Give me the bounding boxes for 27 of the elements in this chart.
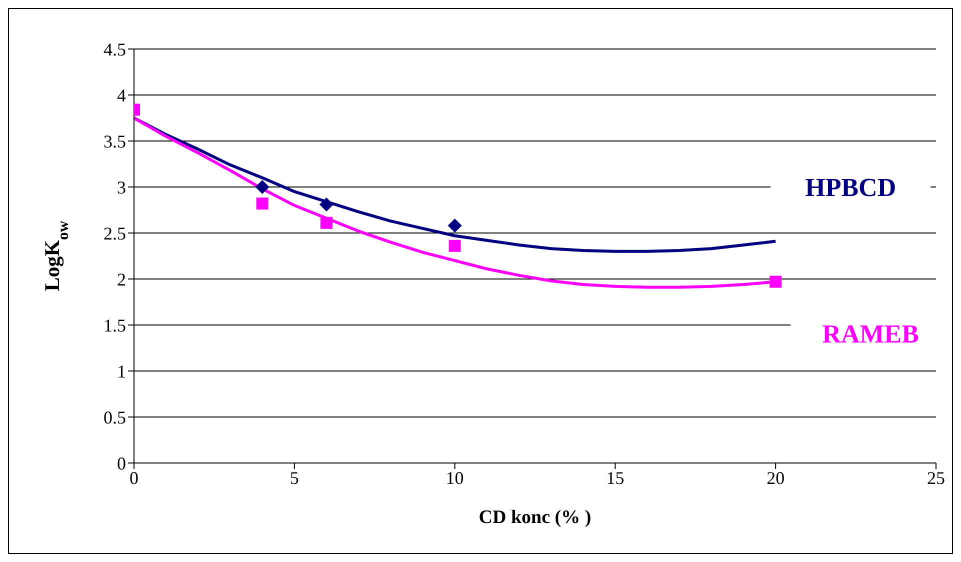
point — [448, 218, 462, 233]
y-tick-label: 4.5 — [104, 39, 126, 60]
y-tick-label: 1 — [117, 361, 126, 382]
point — [770, 276, 782, 288]
point — [320, 216, 332, 229]
y-tick-label: 2.5 — [104, 223, 126, 244]
y-tick-label: 3 — [117, 177, 126, 198]
y-tick-label: 0 — [117, 453, 126, 474]
series-label: HPBCD — [805, 173, 896, 202]
y-tick-label: 4 — [117, 85, 126, 106]
x-tick-label: 5 — [290, 468, 299, 488]
x-tick-label: 10 — [446, 468, 464, 488]
x-tick-label: 15 — [606, 468, 624, 488]
y-tick-label: 2 — [117, 269, 126, 290]
x-tick-label: 25 — [927, 468, 945, 488]
point — [255, 180, 270, 194]
line-series — [134, 116, 778, 253]
point — [319, 197, 334, 212]
x-tick-label: 0 — [130, 468, 138, 488]
y-tick-label: 0.5 — [104, 407, 126, 428]
point — [448, 240, 461, 252]
point — [256, 198, 268, 210]
x-axis-title: CD konc (% ) — [478, 507, 592, 528]
y-tick-label: 1.5 — [104, 315, 126, 336]
text: RAMEB — [822, 320, 919, 349]
y-tick-label: 3.5 — [104, 131, 126, 152]
x-tick-label: 20 — [766, 468, 785, 488]
